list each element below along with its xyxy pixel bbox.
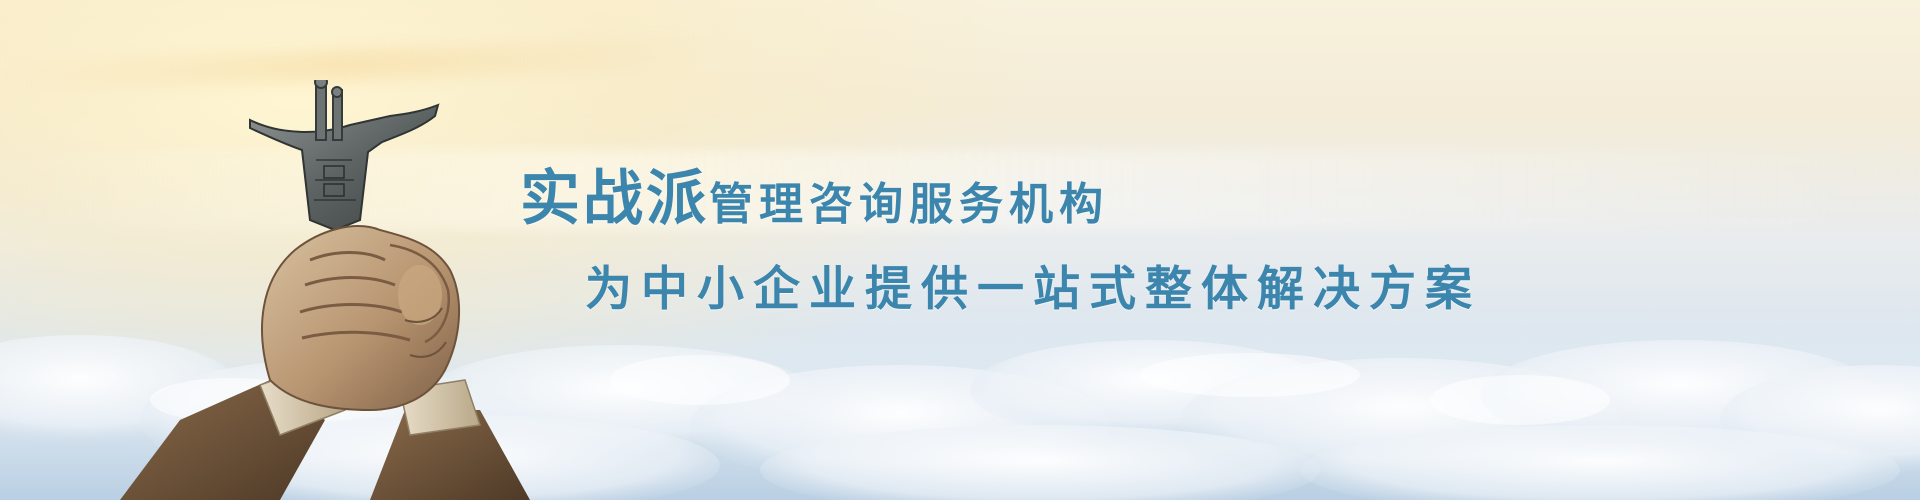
hands-holding-vessel-icon	[120, 80, 640, 500]
subheadline: 为中小企业提供一站式整体解决方案	[585, 262, 1481, 317]
headline: 实战派管理咨询服务机构	[520, 150, 1109, 237]
headline-rest: 管理咨询服务机构	[709, 179, 1109, 230]
bronze-vessel-icon	[249, 80, 440, 232]
clasped-hands-icon	[261, 225, 460, 412]
headline-lead: 实战派	[520, 164, 709, 234]
